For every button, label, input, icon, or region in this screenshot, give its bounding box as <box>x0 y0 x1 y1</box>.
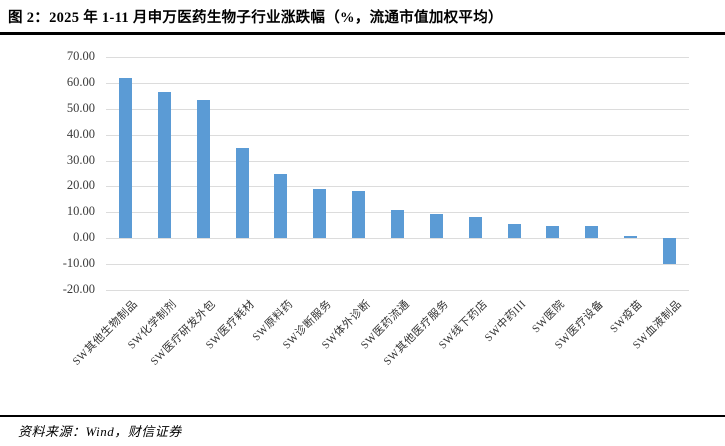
bar-SW化学制剂 <box>157 92 171 239</box>
footer-divider-rule <box>0 415 725 417</box>
bar-SW医疗设备 <box>585 226 599 239</box>
bar-SW血液制品 <box>663 238 677 264</box>
bar-SW诊断服务 <box>313 189 327 239</box>
bar-SW线下药店 <box>468 217 482 239</box>
y-axis-tick-label: 10.00 <box>66 204 95 219</box>
y-axis-tick-label: -10.00 <box>62 256 95 271</box>
source-note: 资料来源：Wind，财信证券 <box>18 424 182 439</box>
bar-SW体外诊断 <box>352 190 366 239</box>
plot-area: 70.00 60.00 50.00 40.00 30.00 20.00 10.00 0.00 -… <box>63 49 689 368</box>
title-divider-rule <box>0 32 725 35</box>
gridline <box>106 57 689 58</box>
y-axis-tick-label: 70.00 <box>66 49 95 64</box>
gridline <box>106 264 689 266</box>
gridline <box>106 186 689 188</box>
bar-SW疫苗 <box>624 235 638 239</box>
y-axis-tick-label: -20.00 <box>62 282 95 297</box>
y-axis-tick-label: 50.00 <box>66 100 95 115</box>
gridline <box>106 238 689 240</box>
bar-SW医院 <box>546 226 560 239</box>
gridline <box>106 290 689 291</box>
gridline <box>106 160 689 162</box>
y-axis-tick-label: 30.00 <box>66 152 95 167</box>
y-axis-tick-label: 0.00 <box>73 230 95 245</box>
gridline <box>106 134 689 136</box>
bar-SW原料药 <box>274 174 288 239</box>
y-axis-tick-label: 40.00 <box>66 126 95 141</box>
gridline <box>106 108 689 110</box>
bar-SW其他医疗服务 <box>429 214 443 239</box>
y-axis-tick-label: 20.00 <box>66 178 95 193</box>
bar-SW医疗耗材 <box>235 148 249 239</box>
bar-SW医疗研发外包 <box>196 99 210 239</box>
figure-title: 图 2：2025 年 1-11 月申万医药生物子行业涨跌幅（%，流通市值加权平均… <box>8 10 503 26</box>
bar-SW其他生物制品 <box>118 77 132 239</box>
bar-SW医药流通 <box>391 209 404 239</box>
gridline <box>106 82 689 84</box>
y-axis-tick-label: 60.00 <box>66 75 95 90</box>
bar-SW中药III <box>507 224 521 239</box>
